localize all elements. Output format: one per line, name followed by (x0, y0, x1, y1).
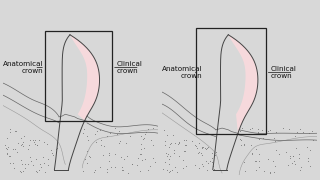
Bar (45, 31, 112, 121)
Text: Clinical
crown: Clinical crown (116, 61, 142, 74)
Text: Anatomical
crown: Anatomical crown (162, 66, 202, 79)
Polygon shape (70, 35, 100, 121)
Text: Anatomical
crown: Anatomical crown (3, 61, 44, 74)
Text: Clinical
crown: Clinical crown (270, 66, 296, 79)
Polygon shape (228, 35, 258, 133)
Bar (196, 28, 266, 134)
